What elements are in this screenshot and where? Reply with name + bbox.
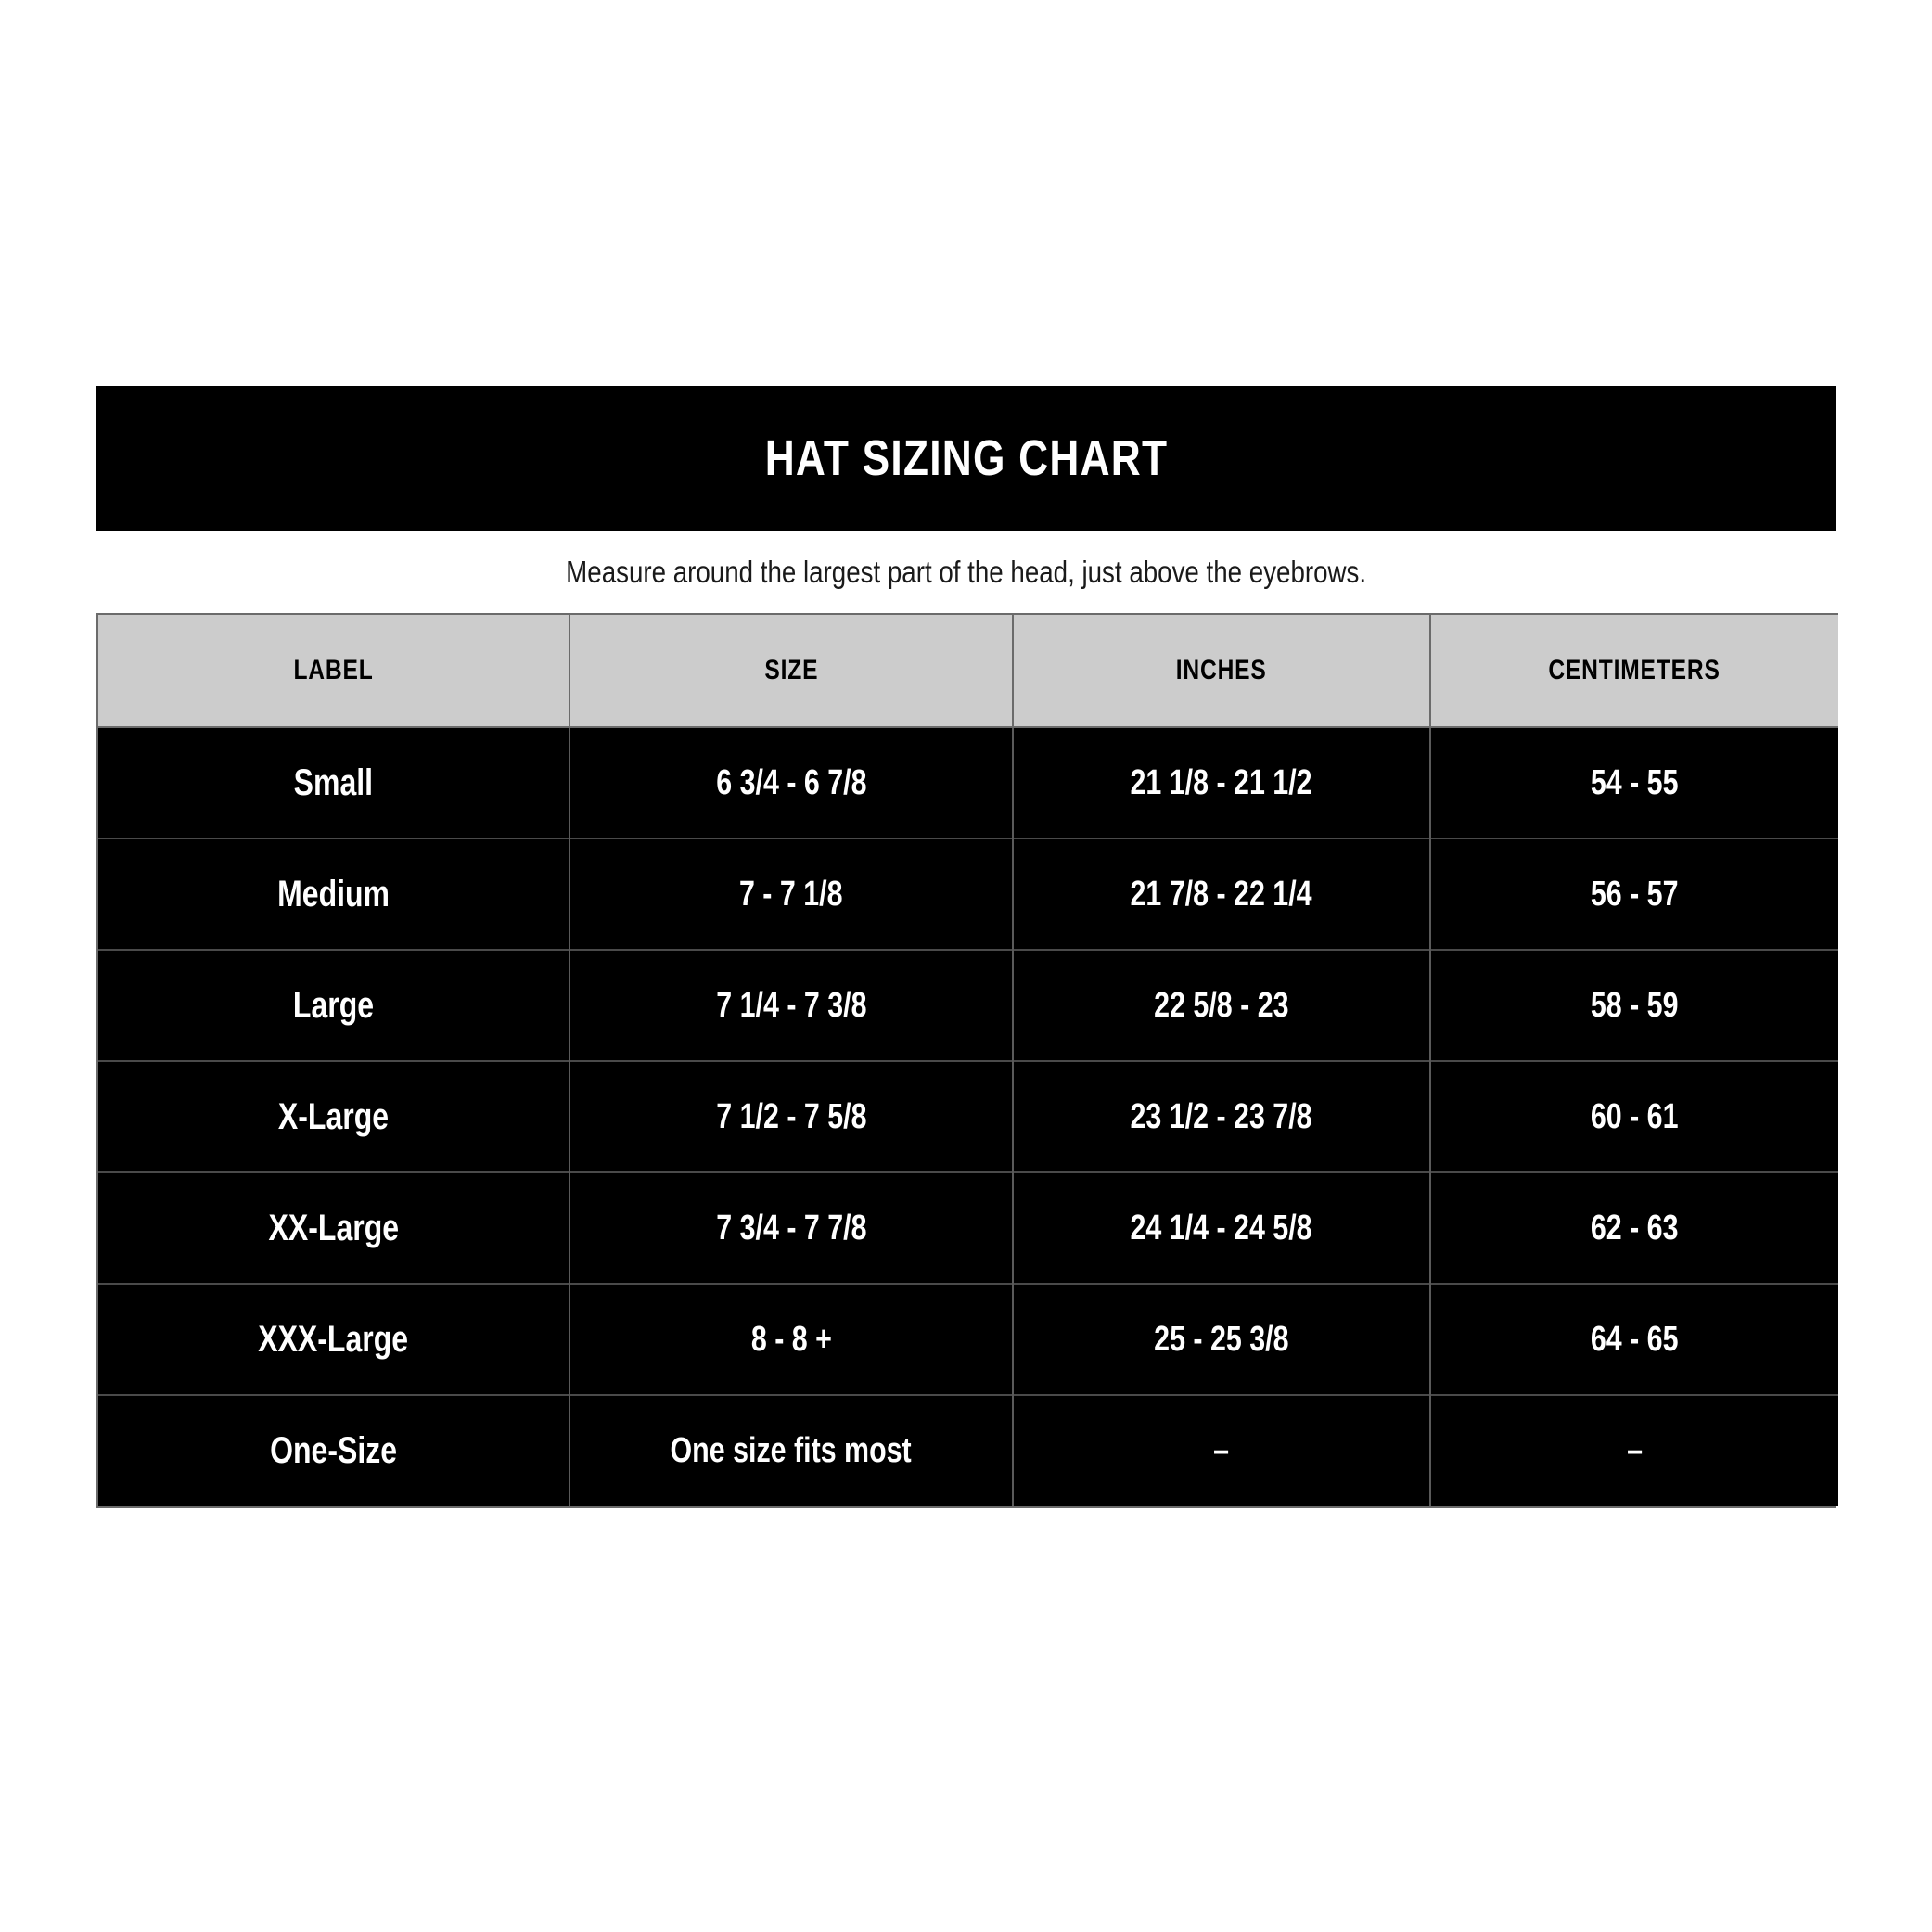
size-table-frame: LABEL SIZE INCHES CENTIMETERS Small 6 3/… xyxy=(96,613,1838,1508)
cell-size: 7 1/4 - 7 3/8 xyxy=(569,949,1014,1061)
cell-size: 7 - 7 1/8 xyxy=(569,838,1014,950)
cell-centimeters: 64 - 65 xyxy=(1430,1283,1838,1395)
cell-size-text: 7 1/4 - 7 3/8 xyxy=(715,985,867,1025)
cell-label-text: Large xyxy=(292,984,375,1026)
cell-inches-text: 24 1/4 - 24 5/8 xyxy=(1130,1208,1313,1247)
table-row: XX-Large 7 3/4 - 7 7/8 24 1/4 - 24 5/8 6… xyxy=(98,1171,1838,1284)
column-header-label-text: LABEL xyxy=(293,655,374,685)
table-row: XXX-Large 8 - 8 + 25 - 25 3/8 64 - 65 xyxy=(98,1283,1838,1395)
cell-centimeters-text: 54 - 55 xyxy=(1591,762,1679,802)
cell-label-text: Medium xyxy=(277,873,390,915)
column-header-inches-text: INCHES xyxy=(1176,655,1267,685)
column-header-centimeters: CENTIMETERS xyxy=(1430,613,1838,727)
cell-size-text: 7 1/2 - 7 5/8 xyxy=(715,1096,867,1136)
cell-size: 8 - 8 + xyxy=(569,1283,1014,1395)
size-table: LABEL SIZE INCHES CENTIMETERS Small 6 3/… xyxy=(98,613,1838,1506)
cell-label: X-Large xyxy=(98,1060,570,1172)
cell-size-text: 7 3/4 - 7 7/8 xyxy=(715,1208,867,1247)
cell-label-text: X-Large xyxy=(277,1095,390,1137)
table-header: LABEL SIZE INCHES CENTIMETERS xyxy=(98,613,1838,727)
cell-inches-text: 21 7/8 - 22 1/4 xyxy=(1130,874,1313,914)
cell-centimeters-text: 58 - 59 xyxy=(1591,985,1679,1025)
chart-subtitle-bar: Measure around the largest part of the h… xyxy=(96,531,1836,613)
cell-centimeters-text: 62 - 63 xyxy=(1591,1208,1679,1247)
cell-size-text: 8 - 8 + xyxy=(750,1319,832,1359)
hat-sizing-chart: HAT SIZING CHART Measure around the larg… xyxy=(96,386,1838,1508)
chart-title-bar: HAT SIZING CHART xyxy=(96,386,1836,531)
cell-label: Medium xyxy=(98,838,570,950)
cell-centimeters: 62 - 63 xyxy=(1430,1171,1838,1284)
cell-centimeters-text: – xyxy=(1627,1431,1643,1470)
cell-centimeters: – xyxy=(1430,1394,1838,1506)
cell-size: 7 3/4 - 7 7/8 xyxy=(569,1171,1014,1284)
cell-inches: 24 1/4 - 24 5/8 xyxy=(1013,1171,1431,1284)
column-header-inches: INCHES xyxy=(1013,613,1431,727)
cell-size: One size fits most xyxy=(569,1394,1014,1506)
cell-inches-text: – xyxy=(1213,1431,1230,1470)
cell-label: One-Size xyxy=(98,1394,570,1506)
cell-inches-text: 22 5/8 - 23 xyxy=(1154,985,1289,1025)
cell-centimeters-text: 60 - 61 xyxy=(1591,1096,1679,1136)
table-header-row: LABEL SIZE INCHES CENTIMETERS xyxy=(98,613,1838,727)
table-row: Small 6 3/4 - 6 7/8 21 1/8 - 21 1/2 54 -… xyxy=(98,726,1838,838)
table-body: Small 6 3/4 - 6 7/8 21 1/8 - 21 1/2 54 -… xyxy=(98,726,1838,1506)
cell-inches: 21 1/8 - 21 1/2 xyxy=(1013,726,1431,838)
cell-inches-text: 23 1/2 - 23 7/8 xyxy=(1130,1096,1313,1136)
cell-label-text: Small xyxy=(293,761,374,803)
cell-size-text: One size fits most xyxy=(670,1431,913,1470)
column-header-centimeters-text: CENTIMETERS xyxy=(1548,655,1721,685)
cell-inches: 22 5/8 - 23 xyxy=(1013,949,1431,1061)
cell-centimeters: 56 - 57 xyxy=(1430,838,1838,950)
cell-inches: 21 7/8 - 22 1/4 xyxy=(1013,838,1431,950)
cell-size: 6 3/4 - 6 7/8 xyxy=(569,726,1014,838)
cell-label-text: One-Size xyxy=(270,1430,397,1471)
cell-size-text: 7 - 7 1/8 xyxy=(739,874,843,914)
cell-label: Large xyxy=(98,949,570,1061)
table-row: Medium 7 - 7 1/8 21 7/8 - 22 1/4 56 - 57 xyxy=(98,838,1838,950)
cell-inches: – xyxy=(1013,1394,1431,1506)
cell-label-text: XXX-Large xyxy=(258,1318,409,1360)
cell-size-text: 6 3/4 - 6 7/8 xyxy=(715,762,867,802)
cell-inches: 23 1/2 - 23 7/8 xyxy=(1013,1060,1431,1172)
cell-centimeters: 60 - 61 xyxy=(1430,1060,1838,1172)
cell-centimeters-text: 56 - 57 xyxy=(1591,874,1679,914)
cell-label: XXX-Large xyxy=(98,1283,570,1395)
cell-centimeters: 54 - 55 xyxy=(1430,726,1838,838)
cell-centimeters-text: 64 - 65 xyxy=(1591,1319,1679,1359)
table-row: Large 7 1/4 - 7 3/8 22 5/8 - 23 58 - 59 xyxy=(98,949,1838,1061)
cell-label: Small xyxy=(98,726,570,838)
cell-inches: 25 - 25 3/8 xyxy=(1013,1283,1431,1395)
column-header-size: SIZE xyxy=(569,613,1014,727)
cell-label-text: XX-Large xyxy=(268,1207,399,1248)
cell-size: 7 1/2 - 7 5/8 xyxy=(569,1060,1014,1172)
cell-centimeters: 58 - 59 xyxy=(1430,949,1838,1061)
table-row: X-Large 7 1/2 - 7 5/8 23 1/2 - 23 7/8 60… xyxy=(98,1060,1838,1172)
measurement-instructions: Measure around the largest part of the h… xyxy=(566,554,1367,589)
cell-inches-text: 21 1/8 - 21 1/2 xyxy=(1130,762,1313,802)
table-row: One-Size One size fits most – – xyxy=(98,1394,1838,1506)
page-title: HAT SIZING CHART xyxy=(764,430,1169,486)
column-header-size-text: SIZE xyxy=(764,655,818,685)
cell-label: XX-Large xyxy=(98,1171,570,1284)
column-header-label: LABEL xyxy=(98,613,570,727)
cell-inches-text: 25 - 25 3/8 xyxy=(1154,1319,1289,1359)
